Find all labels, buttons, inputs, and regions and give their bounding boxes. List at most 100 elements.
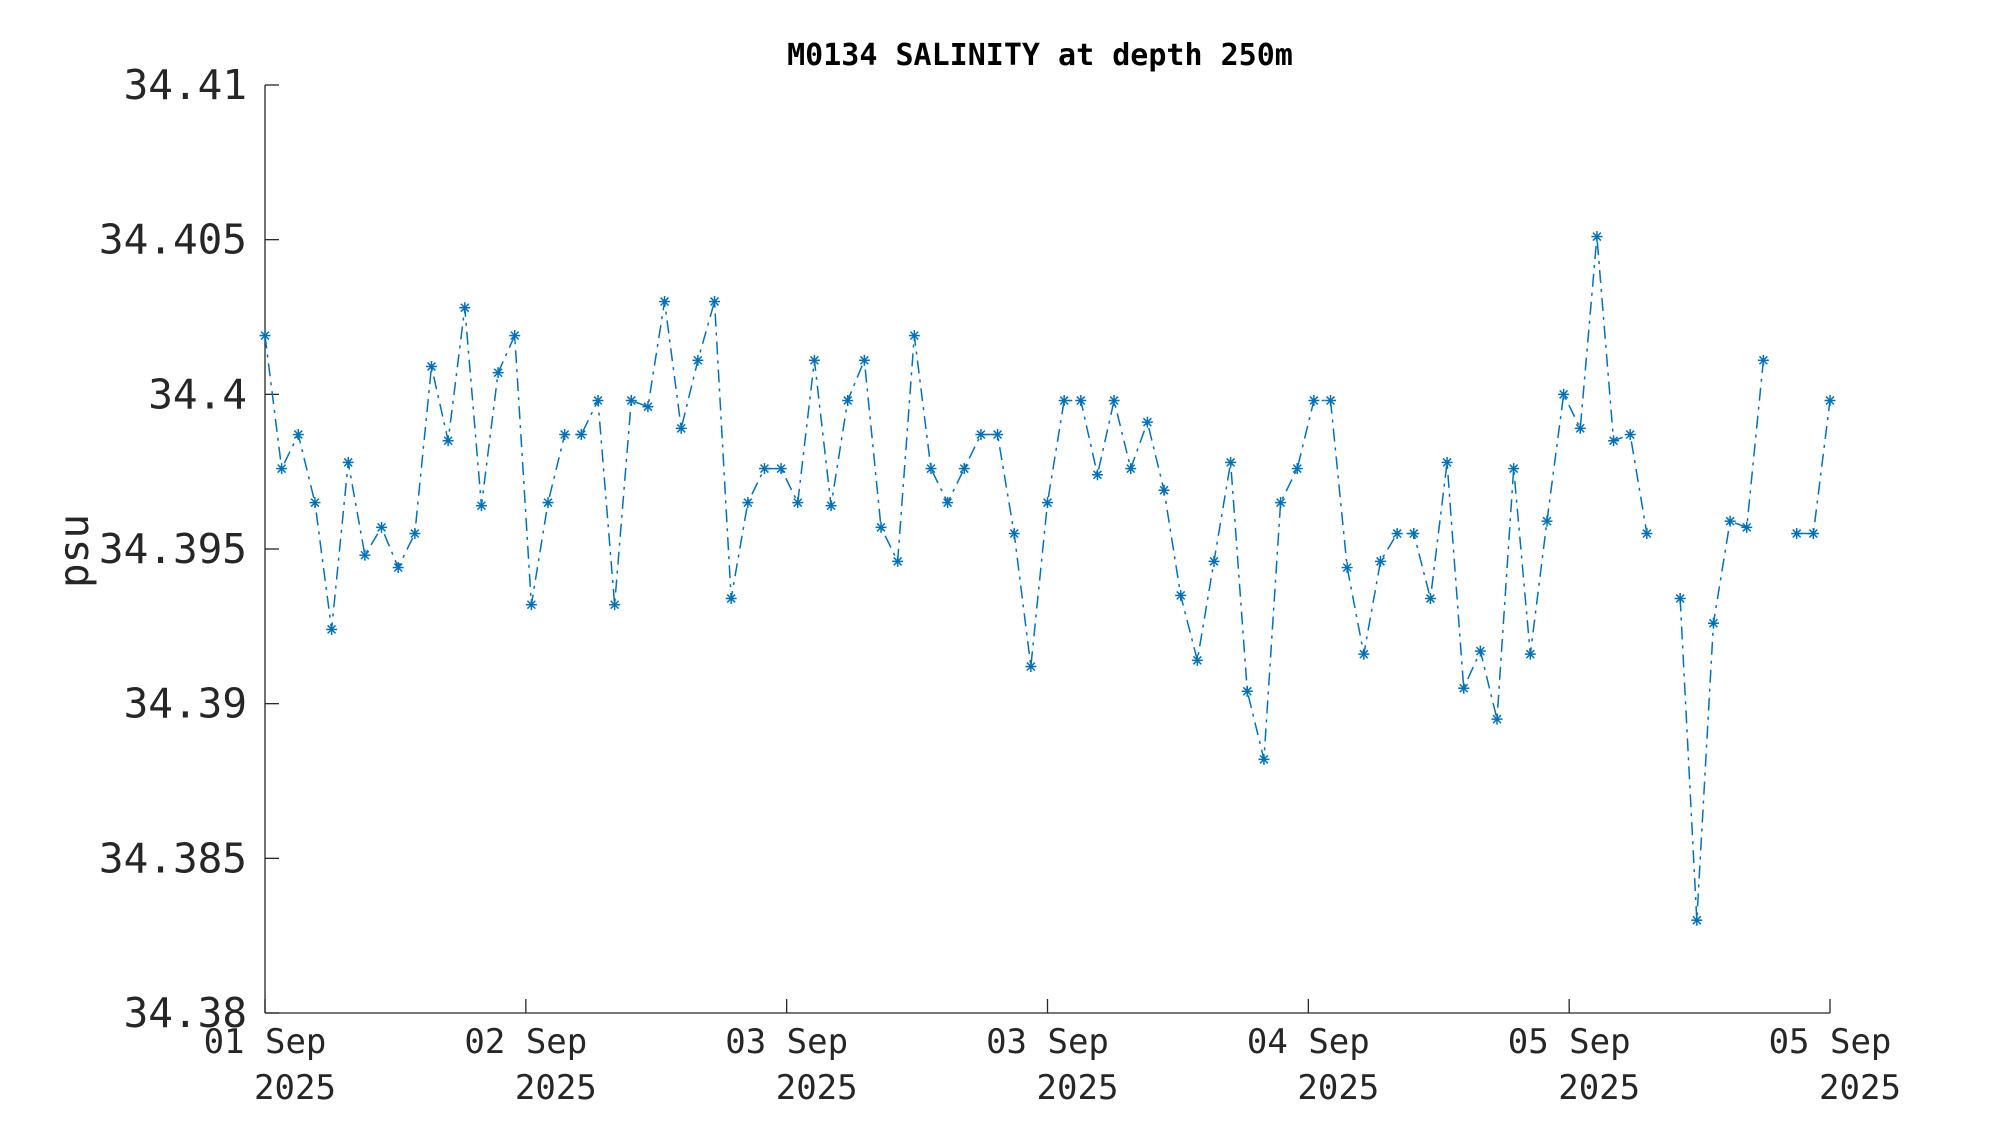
data-point-marker: [1641, 528, 1653, 540]
data-point-marker: [1424, 592, 1436, 604]
x-ticks-group: 01 Sep 2025 02 Sep 2025 03 Sep 2025 03 Sep 2025…: [204, 999, 1901, 1108]
data-point-marker: [925, 463, 937, 475]
chart-title: M0134 SALINITY at depth 250m: [787, 38, 1293, 73]
data-point-marker: [1191, 654, 1203, 666]
data-point-marker: [1158, 484, 1170, 496]
data-point-marker: [1591, 231, 1603, 243]
data-point-marker: [675, 422, 687, 434]
data-point-marker: [1608, 435, 1620, 447]
data-point-marker: [858, 354, 870, 366]
x-tick-label-year: 2025: [776, 1068, 858, 1108]
y-tick-label: 34.395: [99, 525, 247, 573]
data-point-marker: [958, 463, 970, 475]
data-point-marker: [1325, 395, 1337, 407]
data-point-marker: [1574, 422, 1586, 434]
y-tick-label: 34.4: [148, 370, 247, 418]
data-point-marker: [1125, 463, 1137, 475]
x-tick-label-date: 05 Sep: [1508, 1022, 1631, 1062]
data-point-marker: [908, 330, 920, 342]
data-point-marker: [1241, 685, 1253, 697]
data-point-marker: [1291, 463, 1303, 475]
data-point-marker: [326, 623, 338, 635]
data-point-marker: [1308, 395, 1320, 407]
data-point-marker: [542, 497, 554, 509]
data-point-marker: [1458, 682, 1470, 694]
x-tick-label-date: 01 Sep: [204, 1022, 327, 1062]
data-point-marker: [559, 429, 571, 441]
data-point-marker: [642, 401, 654, 413]
data-point-marker: [342, 456, 354, 468]
data-point-marker: [1691, 914, 1703, 926]
x-tick-label-year: 2025: [1037, 1068, 1119, 1108]
data-point-marker: [742, 497, 754, 509]
data-point-marker: [309, 497, 321, 509]
data-point-marker: [1208, 555, 1220, 567]
data-point-marker: [1374, 555, 1386, 567]
data-point-marker: [1058, 395, 1070, 407]
data-point-marker: [875, 521, 887, 533]
data-point-marker: [992, 429, 1004, 441]
data-point-marker: [1358, 648, 1370, 660]
y-tick-label: 34.38: [124, 989, 247, 1037]
data-point-marker: [1807, 528, 1819, 540]
data-point-marker: [1724, 515, 1736, 527]
data-point-marker: [459, 302, 471, 314]
data-point-marker: [392, 562, 404, 574]
x-tick-label-date: 04 Sep: [1247, 1022, 1370, 1062]
data-point-marker: [842, 395, 854, 407]
data-point-marker: [1508, 463, 1520, 475]
data-point-marker: [1091, 469, 1103, 481]
data-point-marker: [1558, 388, 1570, 400]
series-line-segment: [264, 236, 1648, 760]
data-point-marker: [1175, 589, 1187, 601]
series-line-segment: [1679, 360, 1765, 921]
data-point-marker: [492, 367, 504, 379]
data-point-marker: [1741, 521, 1753, 533]
data-point-marker: [1474, 645, 1486, 657]
x-tick-label-year: 2025: [254, 1068, 336, 1108]
data-point-marker: [1075, 395, 1087, 407]
data-point-marker: [1341, 562, 1353, 574]
y-tick-label: 34.385: [99, 834, 247, 882]
data-point-marker: [1824, 395, 1836, 407]
data-point-marker: [1042, 497, 1053, 509]
data-point-marker: [509, 330, 521, 342]
data-point-marker: [292, 429, 304, 441]
x-tick-label-date: 05 Sep: [1769, 1022, 1892, 1062]
x-tick-label-year: 2025: [515, 1068, 597, 1108]
data-point-marker: [276, 463, 288, 475]
data-point-marker: [425, 360, 437, 372]
data-point-marker: [1258, 753, 1270, 765]
y-ticks-group: 34.38 34.385 34.39 34.395 34.4 34.405 34.41: [99, 61, 279, 1037]
data-point-marker: [725, 592, 737, 604]
data-point-marker: [709, 296, 721, 308]
data-point-marker: [1524, 648, 1536, 660]
data-point-marker: [825, 500, 837, 512]
data-point-marker: [1441, 456, 1453, 468]
data-point-marker: [975, 429, 987, 441]
data-point-marker: [659, 296, 671, 308]
series-line-segment: [1796, 400, 1831, 535]
data-point-marker: [1141, 416, 1153, 428]
y-tick-label: 34.39: [124, 680, 247, 728]
data-point-marker: [1791, 528, 1803, 540]
data-point-marker: [1674, 592, 1686, 604]
data-point-marker: [1541, 515, 1553, 527]
data-point-marker: [808, 354, 820, 366]
axes-group: [264, 85, 1830, 1014]
data-point-marker: [1275, 497, 1287, 509]
data-point-marker: [575, 429, 587, 441]
data-point-marker: [525, 599, 537, 611]
x-tick-label-date: 03 Sep: [986, 1022, 1109, 1062]
data-point-marker: [692, 354, 704, 366]
data-point-marker: [758, 463, 770, 475]
data-point-marker: [1624, 429, 1636, 441]
data-point-marker: [1757, 354, 1769, 366]
data-point-marker: [1391, 528, 1403, 540]
data-point-marker: [1491, 713, 1503, 725]
y-axis-label: psu: [50, 514, 98, 588]
y-tick-label: 34.405: [99, 216, 247, 264]
data-point-marker: [892, 555, 904, 567]
data-point-marker: [1707, 617, 1719, 629]
data-point-marker: [1225, 456, 1237, 468]
